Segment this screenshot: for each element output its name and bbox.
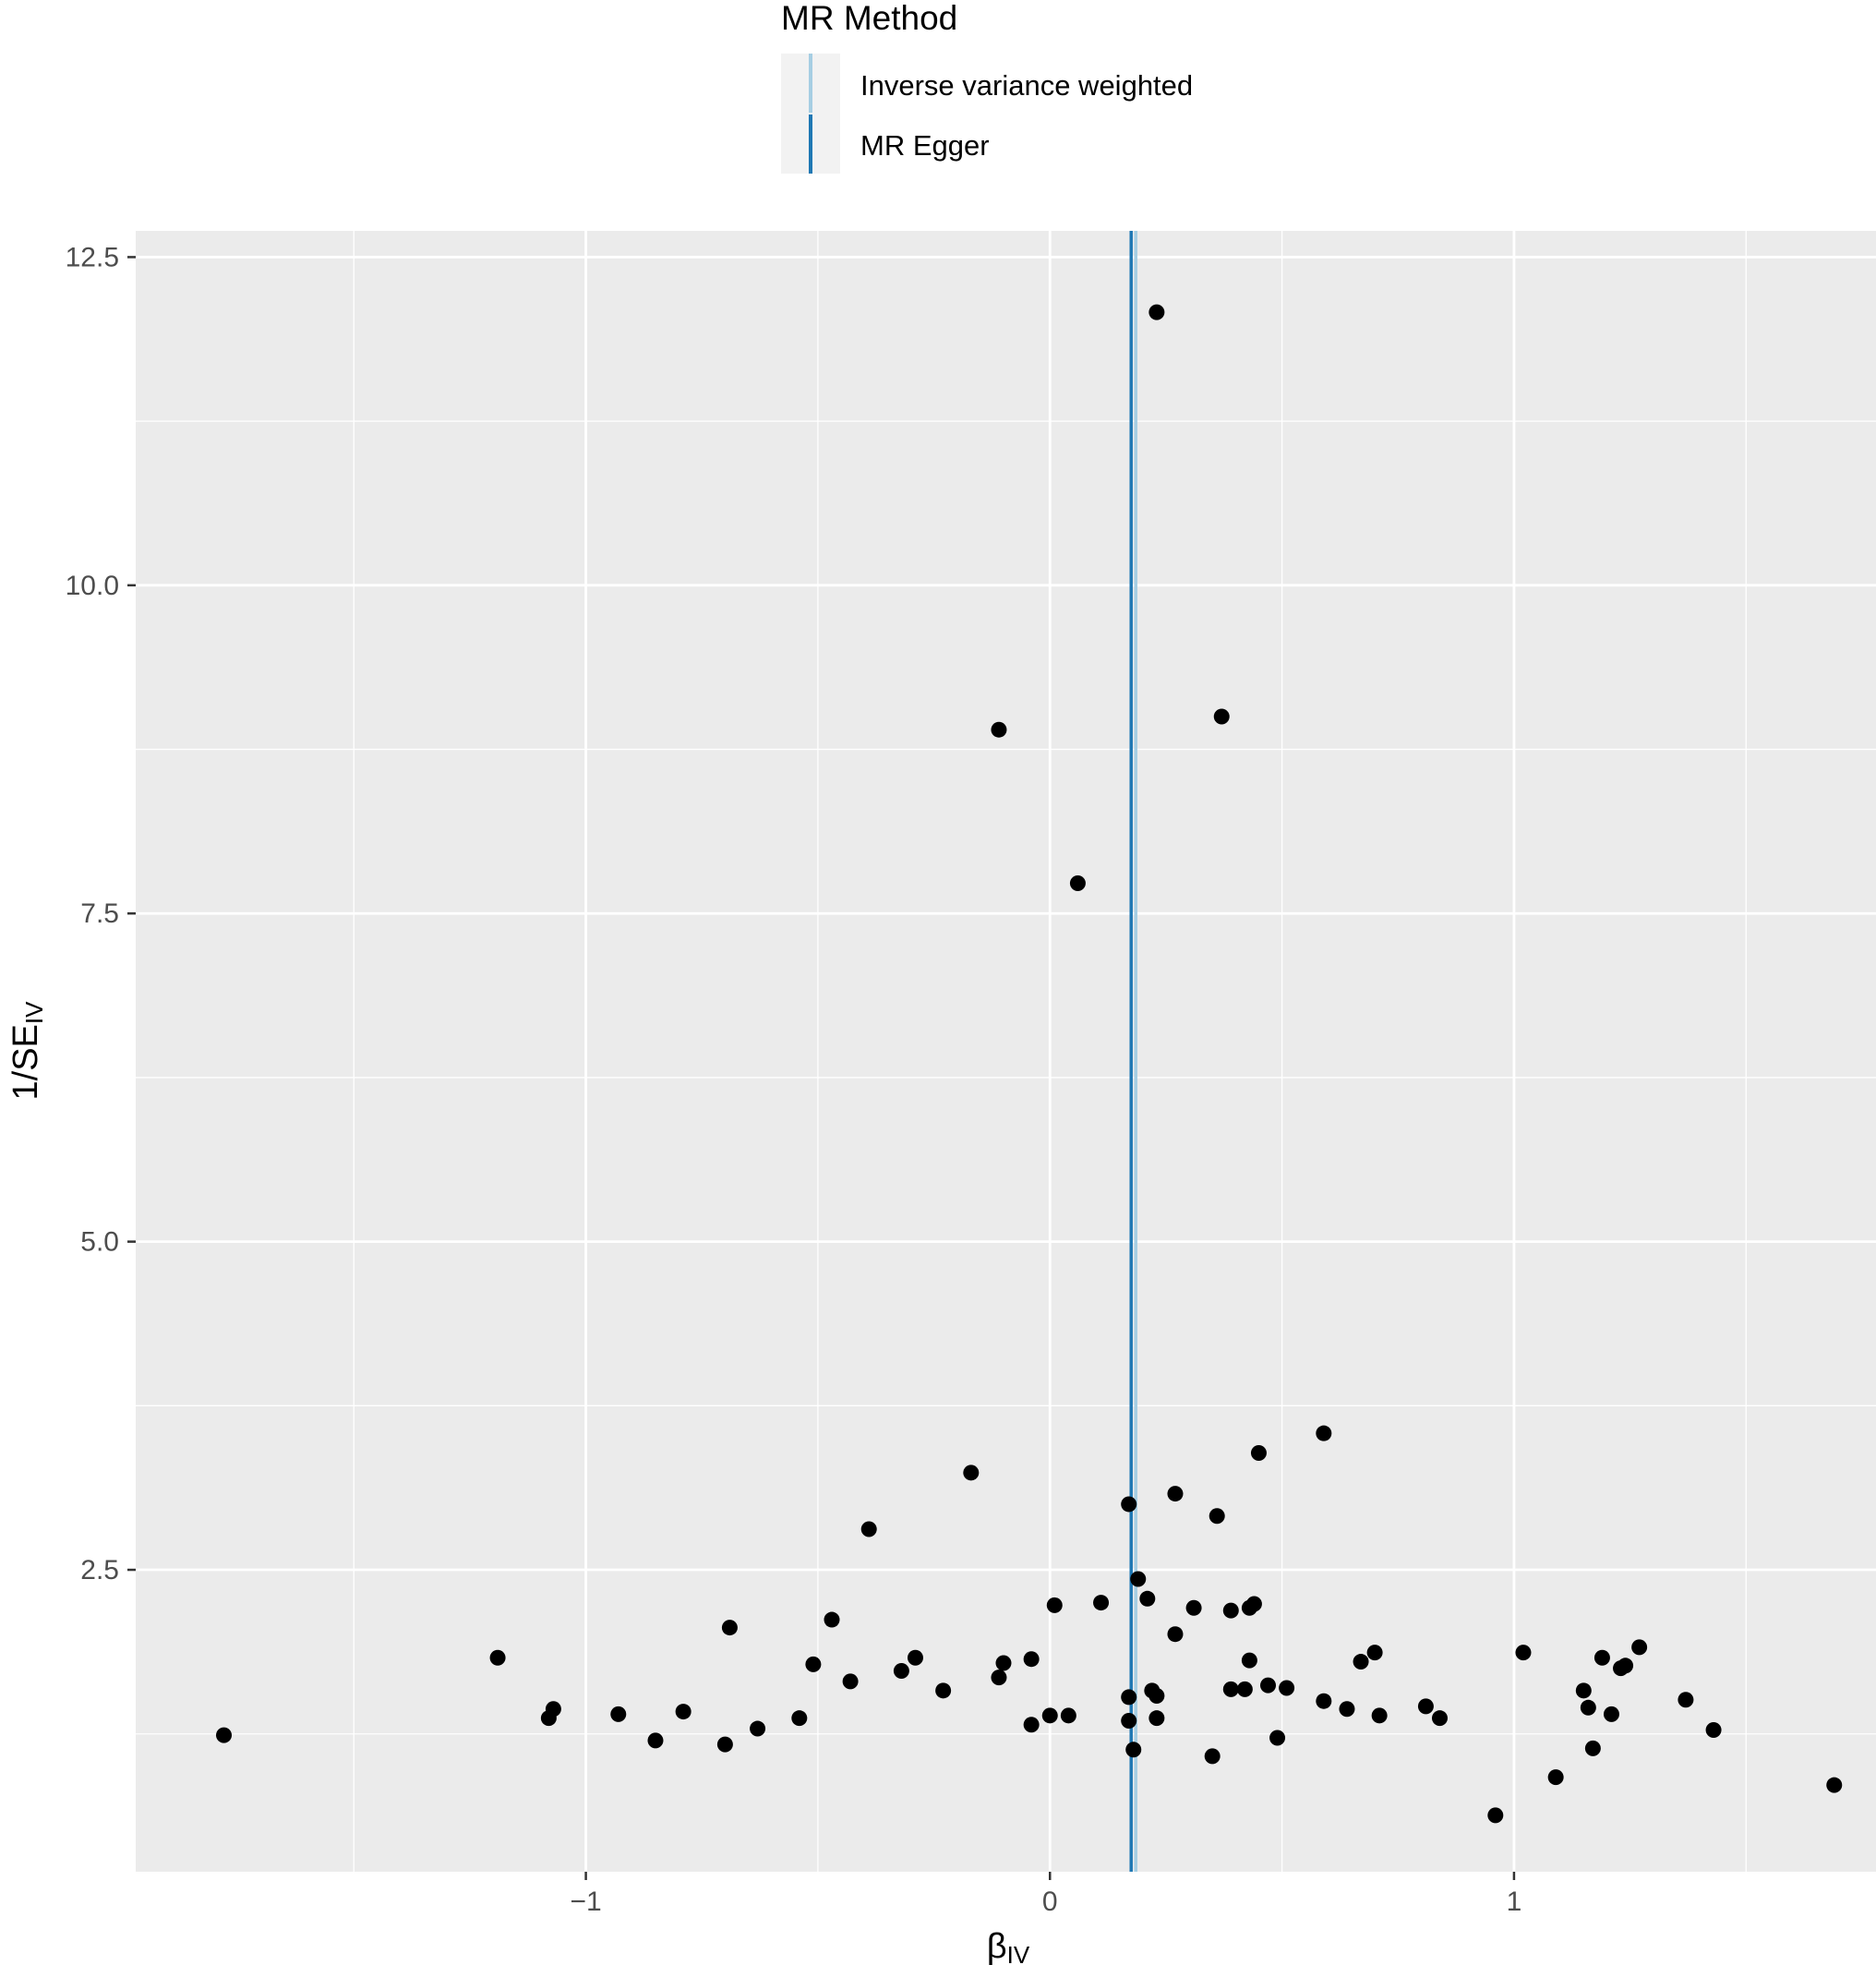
data-point [1584, 1740, 1601, 1756]
minor-gridlines [136, 231, 1876, 1872]
data-point [1515, 1645, 1532, 1661]
data-point [860, 1521, 877, 1537]
legend-label-egger: MR Egger [860, 129, 990, 162]
data-point [1593, 1649, 1610, 1666]
data-point [1826, 1777, 1843, 1793]
legend: MR Method Inverse variance weighted MR E… [781, 0, 1193, 174]
y-axis-title-sub: IV [20, 1001, 48, 1024]
data-point [907, 1649, 923, 1666]
y-tick-label: 10.0 [66, 571, 119, 601]
x-axis-title-main: β [987, 1927, 1007, 1965]
data-point [1580, 1699, 1596, 1716]
data-point [1204, 1748, 1221, 1765]
data-point [489, 1649, 506, 1666]
x-axis-title-sub: IV [1007, 1941, 1030, 1965]
data-point [824, 1611, 840, 1628]
data-point [1139, 1590, 1156, 1607]
x-tick-label: 1 [1507, 1887, 1522, 1917]
y-axis-title: 1/SEIV [6, 1001, 48, 1101]
data-point [610, 1706, 627, 1722]
data-point [716, 1736, 733, 1753]
data-point [1353, 1654, 1369, 1670]
data-point [842, 1673, 859, 1690]
data-point [1093, 1595, 1110, 1611]
data-point [805, 1656, 822, 1672]
data-point [1269, 1730, 1286, 1746]
data-point [1417, 1698, 1434, 1715]
data-point [995, 1655, 1012, 1671]
data-point [1213, 708, 1230, 725]
data-point [1260, 1677, 1277, 1694]
plot-panel [136, 231, 1876, 1872]
major-gridlines [136, 231, 1876, 1872]
data-point [1487, 1807, 1504, 1824]
data-point [1339, 1701, 1355, 1718]
data-point [1366, 1645, 1383, 1661]
data-point [1575, 1682, 1592, 1699]
data-point [1678, 1692, 1694, 1708]
data-point [1222, 1681, 1239, 1697]
data-point [1121, 1496, 1137, 1513]
data-point [1130, 1571, 1147, 1587]
data-point [1245, 1596, 1262, 1612]
data-point [1241, 1652, 1257, 1669]
data-point [1023, 1717, 1040, 1733]
data-point [935, 1682, 952, 1699]
data-point [1603, 1706, 1619, 1722]
x-tick-label: −1 [570, 1887, 601, 1917]
data-point [721, 1620, 738, 1636]
data-point [1617, 1658, 1634, 1674]
data-point [991, 1670, 1007, 1686]
data-point [647, 1732, 664, 1749]
data-point [1371, 1707, 1388, 1724]
data-point [750, 1720, 766, 1737]
data-point [1167, 1486, 1184, 1502]
data-point [1121, 1713, 1137, 1730]
data-point [1316, 1693, 1332, 1709]
data-point [1148, 304, 1165, 320]
y-tick-label: 5.0 [80, 1227, 119, 1258]
data-point [1209, 1508, 1225, 1525]
data-point [1705, 1721, 1722, 1738]
data-point [1431, 1710, 1448, 1727]
data-points [216, 304, 1843, 1824]
data-point [1121, 1689, 1137, 1706]
x-axis: −1 0 1 [570, 1872, 1521, 1917]
data-point [1167, 1626, 1184, 1643]
data-point [1279, 1680, 1295, 1696]
data-point [1236, 1681, 1253, 1697]
data-point [1041, 1707, 1058, 1724]
y-tick-label: 7.5 [80, 898, 119, 929]
data-point [1046, 1597, 1063, 1613]
data-point [1631, 1639, 1648, 1656]
legend-label-ivw: Inverse variance weighted [860, 69, 1193, 102]
data-point [216, 1727, 233, 1743]
y-tick-label: 12.5 [66, 242, 119, 272]
data-point [540, 1710, 557, 1727]
legend-title: MR Method [781, 0, 957, 37]
y-axis: 2.5 5.0 7.5 10.0 12.5 [66, 242, 136, 1585]
data-point [1023, 1651, 1040, 1668]
data-point [1148, 1688, 1165, 1705]
data-point [791, 1710, 808, 1727]
data-point [1250, 1445, 1267, 1462]
data-point [675, 1704, 691, 1720]
data-point [963, 1465, 980, 1481]
x-axis-title: βIV [987, 1927, 1030, 1965]
data-point [1222, 1602, 1239, 1619]
data-point [1547, 1769, 1564, 1786]
data-point [1060, 1707, 1076, 1724]
method-lines [1129, 231, 1137, 1872]
y-axis-title-main: 1/SE [6, 1024, 45, 1100]
data-point [991, 721, 1007, 738]
data-point [893, 1662, 909, 1679]
data-point [1148, 1710, 1165, 1727]
data-point [1185, 1599, 1202, 1616]
data-point [1125, 1742, 1142, 1758]
y-tick-label: 2.5 [80, 1555, 119, 1585]
data-point [1069, 875, 1086, 892]
data-point [1316, 1425, 1332, 1441]
x-tick-label: 0 [1042, 1887, 1058, 1917]
